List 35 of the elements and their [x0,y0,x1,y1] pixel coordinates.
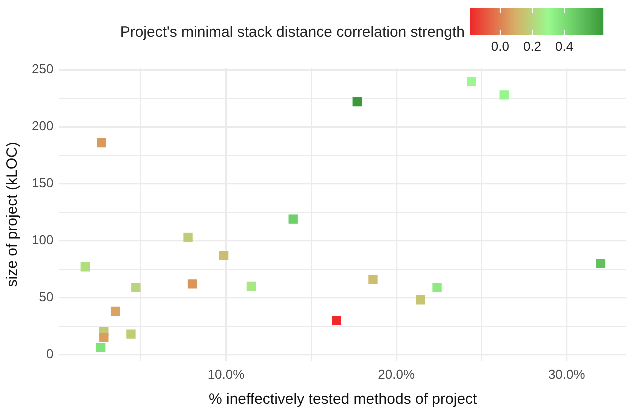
point [110,306,120,316]
x-tick-label: 30.0% [548,366,586,382]
point [596,259,606,268]
color-bar-label: 0.0 [491,39,510,54]
point [467,76,476,86]
point [97,138,106,148]
point [100,333,109,342]
y-tick-label: 200 [32,118,54,134]
x-axis-title: % ineffectively tested methods of project [208,391,478,408]
point [288,214,298,224]
point [368,275,378,284]
color-bar-label: 0.2 [523,39,542,54]
y-tick-label: 0 [46,346,54,362]
point [184,232,193,242]
point [352,97,362,107]
y-tick-label: 250 [32,62,54,77]
color-bar-label: 0.4 [556,39,574,54]
point [432,283,442,292]
y-tick-label: 50 [39,289,54,304]
point [132,283,141,292]
x-tick-label: 20.0% [378,366,416,382]
point [332,316,342,326]
point [416,296,426,305]
y-tick-label: 100 [32,232,54,248]
y-tick-label: 150 [32,176,54,191]
x-tick-label: 10.0% [208,366,246,382]
point [246,282,256,292]
legend-title: Project's minimal stack distance correlation strength [120,24,465,42]
point [500,90,509,100]
point [126,330,136,339]
point [96,343,106,353]
point [188,280,198,289]
y-axis-title: size of project (kLOC) [4,142,22,288]
point [80,262,90,272]
point [219,251,229,260]
